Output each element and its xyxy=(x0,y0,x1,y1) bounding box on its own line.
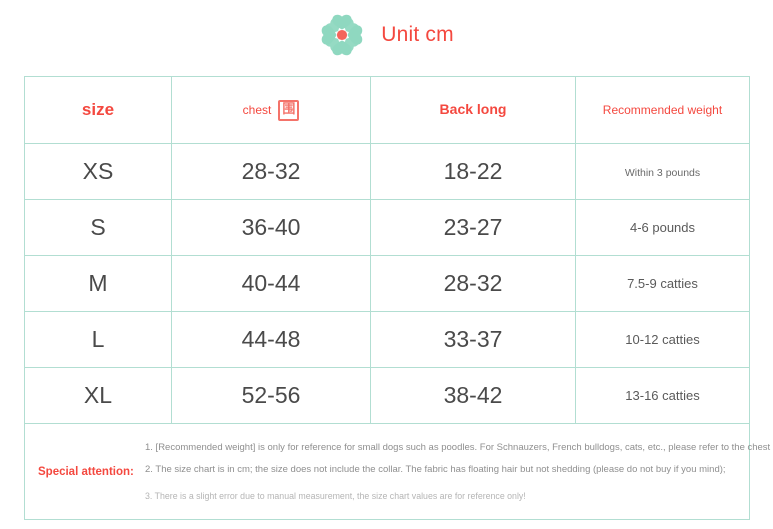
cell-chest: 28-32 xyxy=(171,143,371,200)
back-long-value: 23-27 xyxy=(443,214,503,240)
recommended-weight-value: 4-6 pounds xyxy=(629,219,696,235)
table-row: M 40-44 28-32 7.5-9 catties xyxy=(24,255,750,312)
size-value: XL xyxy=(83,382,113,408)
chest-value: 52-56 xyxy=(241,382,301,408)
table-row: XS 28-32 18-22 Within 3 pounds xyxy=(24,143,750,200)
recommended-weight-value: 13-16 catties xyxy=(625,387,700,403)
column-header-chest: chest 围 xyxy=(171,76,371,144)
cell-size: S xyxy=(24,199,172,256)
cell-size: L xyxy=(24,311,172,368)
column-header-chest-label: chest xyxy=(242,103,272,117)
column-header-back-long: Back long xyxy=(370,76,576,144)
cell-size: XS xyxy=(24,143,172,200)
page-title: Unit cm xyxy=(381,23,454,46)
size-value: M xyxy=(88,270,108,296)
note-line-3: 3. There is a slight error due to manual… xyxy=(145,490,526,501)
cell-recommended-weight: 7.5-9 catties xyxy=(575,255,750,312)
back-long-value: 18-22 xyxy=(443,158,503,184)
back-long-value: 33-37 xyxy=(443,326,503,352)
cell-size: M xyxy=(24,255,172,312)
chest-measure-glyph-icon: 围 xyxy=(278,99,300,121)
size-value: L xyxy=(91,326,105,352)
recommended-weight-value: Within 3 pounds xyxy=(624,166,701,179)
cell-back-long: 28-32 xyxy=(370,255,576,312)
size-chart-table: size chest 围 Back long Recommended weigh… xyxy=(24,76,773,520)
column-header-recommended-weight: Recommended weight xyxy=(575,76,750,144)
special-attention-row: Special attention: 1. [Recommended weigh… xyxy=(24,423,773,520)
size-chart-table-container: size chest 围 Back long Recommended weigh… xyxy=(24,76,773,520)
cell-recommended-weight: 4-6 pounds xyxy=(575,199,750,256)
cell-back-long: 23-27 xyxy=(370,199,576,256)
cell-chest: 36-40 xyxy=(171,199,371,256)
chest-value: 44-48 xyxy=(241,326,301,352)
flower-icon xyxy=(321,14,363,56)
cell-back-long: 38-42 xyxy=(370,367,576,424)
column-header-back-long-label: Back long xyxy=(439,101,507,117)
chest-value: 28-32 xyxy=(241,158,301,184)
table-row: XL 52-56 38-42 13-16 catties xyxy=(24,367,750,424)
table-row: S 36-40 23-27 4-6 pounds xyxy=(24,199,750,256)
back-long-value: 28-32 xyxy=(443,270,503,296)
note-line-1: 1. [Recommended weight] is only for refe… xyxy=(145,441,773,453)
cell-back-long: 33-37 xyxy=(370,311,576,368)
special-attention-label: Special attention: xyxy=(38,465,134,478)
cell-chest: 52-56 xyxy=(171,367,371,424)
cell-back-long: 18-22 xyxy=(370,143,576,200)
size-value: S xyxy=(90,214,106,240)
page-header: Unit cm xyxy=(0,0,773,70)
special-attention-cell: Special attention: 1. [Recommended weigh… xyxy=(24,423,773,520)
cell-chest: 44-48 xyxy=(171,311,371,368)
back-long-value: 38-42 xyxy=(443,382,503,408)
column-header-recommended-weight-label: Recommended weight xyxy=(602,103,723,117)
cell-recommended-weight: 13-16 catties xyxy=(575,367,750,424)
recommended-weight-value: 10-12 catties xyxy=(625,331,700,347)
special-attention-notes: 1. [Recommended weight] is only for refe… xyxy=(145,443,773,501)
note-line-2: 2. The size chart is in cm; the size doe… xyxy=(145,464,726,476)
cell-chest: 40-44 xyxy=(171,255,371,312)
recommended-weight-value: 7.5-9 catties xyxy=(627,275,698,291)
table-header-row: size chest 围 Back long Recommended weigh… xyxy=(24,76,750,144)
cell-recommended-weight: Within 3 pounds xyxy=(575,143,750,200)
chest-value: 40-44 xyxy=(241,270,301,296)
table-row: L 44-48 33-37 10-12 catties xyxy=(24,311,750,368)
column-header-size: size xyxy=(24,76,172,144)
cell-size: XL xyxy=(24,367,172,424)
chest-value: 36-40 xyxy=(241,214,301,240)
column-header-size-label: size xyxy=(81,100,115,119)
cell-recommended-weight: 10-12 catties xyxy=(575,311,750,368)
size-value: XS xyxy=(82,158,114,184)
